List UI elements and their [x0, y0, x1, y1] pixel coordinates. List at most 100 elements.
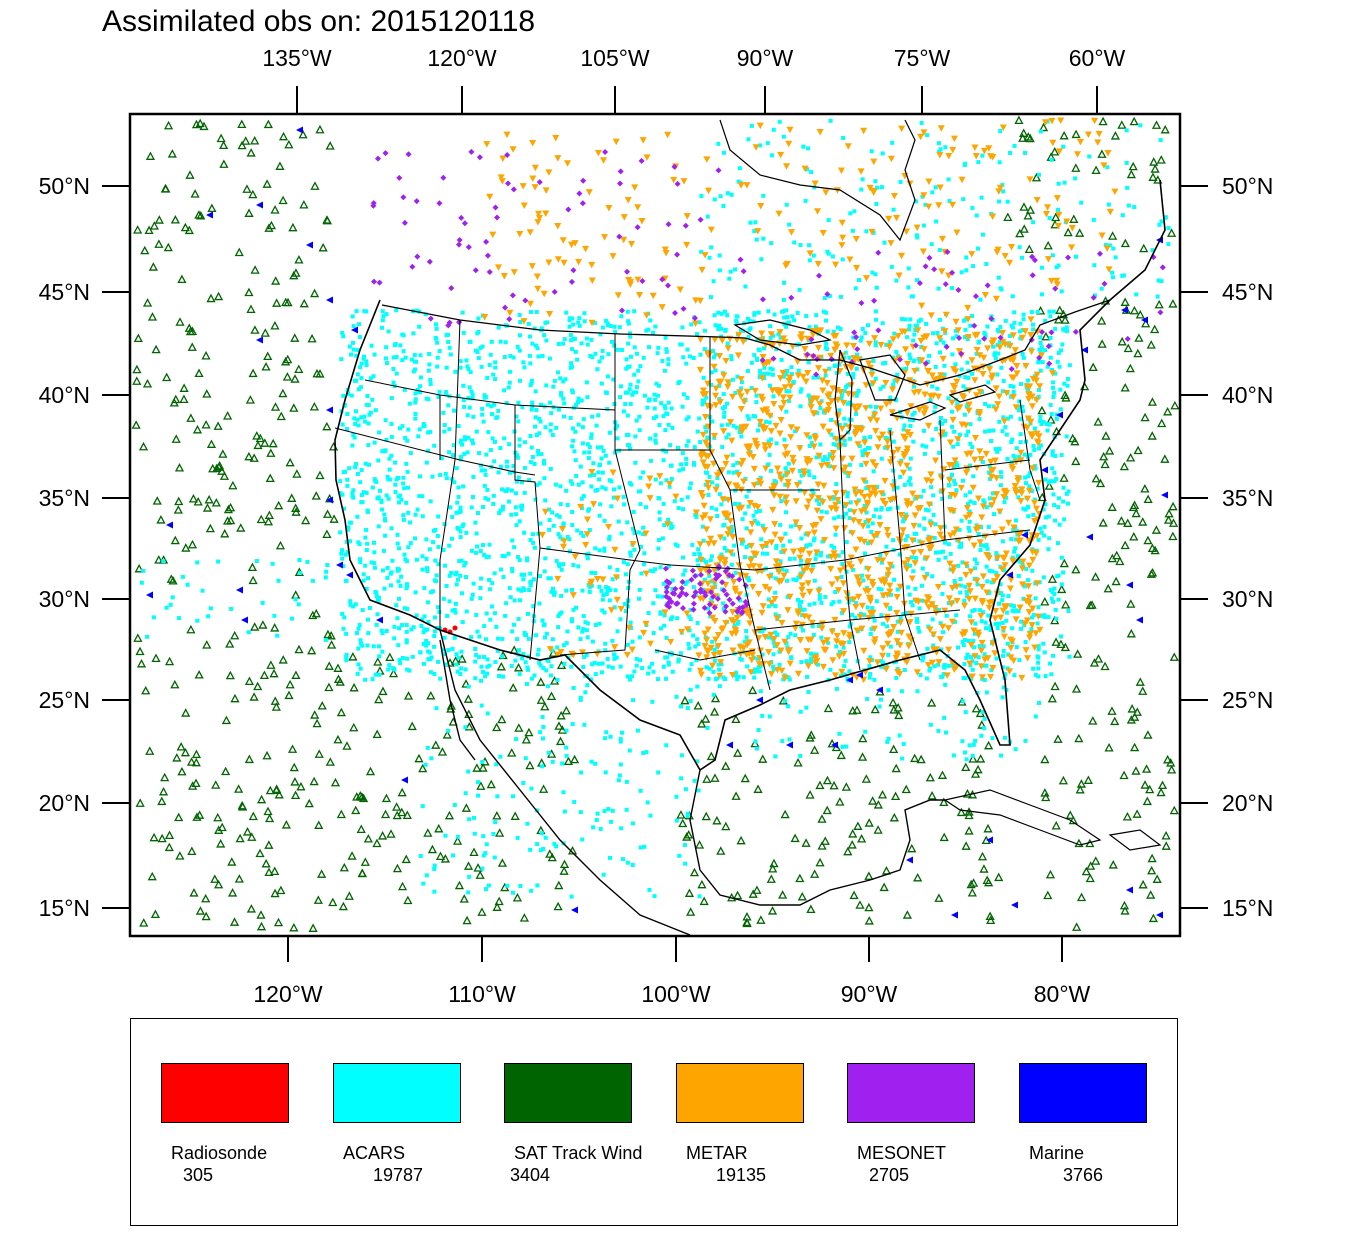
sat-wind-mark: [271, 276, 281, 285]
acars-mark: [456, 655, 461, 660]
acars-mark: [585, 556, 590, 561]
acars-mark: [591, 461, 596, 466]
metar-mark: [780, 335, 788, 342]
acars-mark: [807, 396, 812, 401]
acars-mark: [575, 357, 580, 362]
acars-mark: [587, 585, 592, 590]
acars-mark: [460, 442, 465, 447]
acars-mark: [990, 491, 995, 496]
sat-wind-mark: [563, 756, 574, 766]
acars-mark: [1048, 314, 1053, 319]
acars-mark: [1036, 660, 1041, 665]
acars-mark: [357, 335, 362, 340]
metar-mark: [929, 631, 937, 638]
metar-mark: [746, 620, 754, 627]
acars-mark: [721, 204, 726, 209]
acars-mark: [967, 528, 972, 533]
metar-mark: [716, 556, 724, 564]
acars-mark: [989, 668, 994, 673]
acars-mark: [735, 314, 740, 319]
acars-mark: [1002, 568, 1007, 573]
sat-wind-mark: [1132, 809, 1142, 818]
acars-mark: [922, 516, 927, 521]
acars-mark: [481, 504, 486, 509]
acars-mark: [974, 661, 979, 666]
acars-mark: [867, 675, 872, 680]
acars-mark: [908, 423, 913, 428]
acars-mark: [551, 586, 556, 591]
acars-mark: [364, 586, 369, 591]
metar-mark: [902, 514, 910, 522]
sat-wind-mark: [1073, 649, 1083, 658]
sat-wind-mark: [1120, 540, 1130, 550]
acars-mark: [455, 577, 460, 582]
acars-mark: [593, 622, 598, 627]
acars-mark: [745, 414, 750, 419]
metar-mark: [828, 397, 836, 405]
acars-mark: [631, 509, 636, 514]
sat-wind-mark: [1126, 169, 1136, 179]
acars-mark: [766, 635, 771, 640]
acars-mark: [962, 637, 967, 642]
acars-mark: [878, 697, 883, 702]
acars-mark: [1023, 475, 1028, 480]
acars-mark: [752, 312, 757, 317]
metar-mark: [806, 588, 814, 596]
sat-wind-mark: [956, 807, 966, 817]
acars-mark: [761, 236, 766, 241]
acars-mark: [365, 643, 370, 648]
acars-mark: [593, 488, 598, 493]
acars-mark: [544, 383, 549, 388]
acars-mark: [517, 348, 522, 353]
acars-mark: [824, 510, 829, 515]
acars-mark: [744, 629, 749, 634]
acars-mark: [727, 276, 732, 281]
metar-mark: [697, 556, 705, 564]
acars-mark: [538, 521, 543, 526]
sat-wind-mark: [355, 791, 365, 800]
metar-mark: [930, 646, 938, 654]
acars-mark: [648, 318, 653, 323]
metar-mark: [977, 612, 985, 620]
acars-mark: [892, 331, 897, 336]
acars-mark: [564, 753, 569, 758]
acars-mark: [478, 585, 483, 590]
acars-mark: [752, 353, 757, 358]
acars-mark: [1053, 607, 1058, 612]
acars-mark: [561, 341, 566, 346]
acars-mark: [1002, 500, 1007, 505]
acars-mark: [767, 420, 772, 425]
acars-mark: [532, 326, 537, 331]
acars-mark: [806, 690, 811, 695]
sat-wind-mark: [889, 812, 899, 822]
acars-mark: [578, 695, 583, 700]
acars-mark: [663, 406, 668, 411]
acars-mark: [662, 368, 667, 373]
acars-mark: [809, 659, 814, 664]
acars-mark: [774, 633, 779, 638]
acars-mark: [441, 647, 446, 652]
acars-mark: [496, 408, 501, 413]
metar-mark: [839, 580, 847, 587]
acars-mark: [392, 636, 397, 641]
acars-mark: [680, 325, 685, 330]
metar-mark: [978, 639, 986, 647]
sat-wind-mark: [459, 894, 469, 903]
acars-mark: [393, 490, 398, 495]
acars-mark: [661, 581, 666, 586]
metar-mark: [918, 540, 926, 547]
acars-mark: [783, 531, 788, 536]
acars-mark: [691, 585, 696, 590]
acars-mark: [756, 728, 761, 733]
acars-mark: [515, 344, 520, 349]
metar-mark: [913, 494, 921, 502]
acars-mark: [662, 523, 667, 528]
metar-mark: [766, 442, 774, 450]
acars-mark: [350, 443, 355, 448]
acars-mark: [430, 474, 435, 479]
sat-wind-mark: [961, 762, 971, 772]
metar-mark: [730, 578, 738, 586]
acars-mark: [603, 648, 608, 653]
acars-mark: [872, 677, 877, 682]
acars-mark: [452, 480, 457, 485]
